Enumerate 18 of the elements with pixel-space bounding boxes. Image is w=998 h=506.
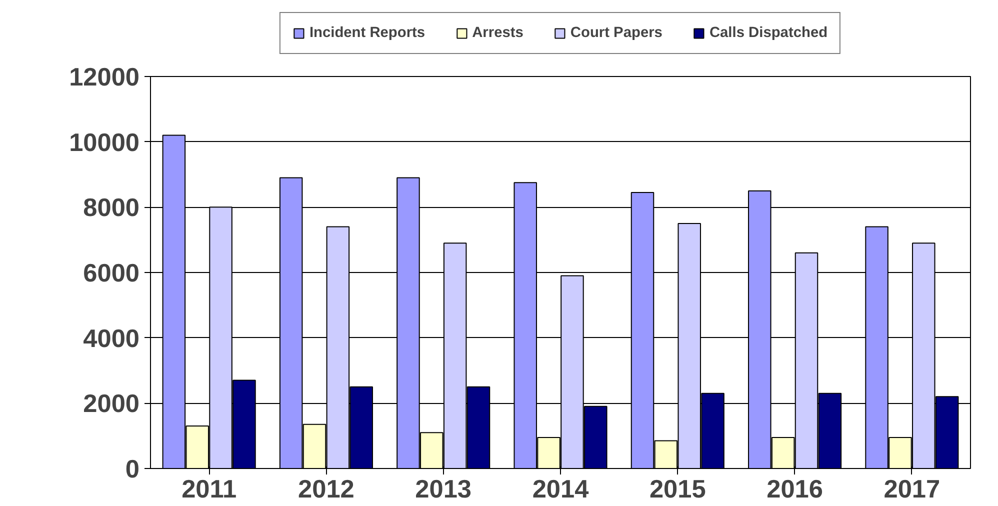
- y-tick-label: 8000: [83, 194, 140, 222]
- x-tick-label: 2017: [884, 476, 940, 504]
- legend-label: Calls Dispatched: [709, 25, 828, 41]
- legend-label: Incident Reports: [309, 25, 426, 41]
- legend-label: Arrests: [472, 25, 524, 41]
- y-tick-label: 2000: [83, 390, 140, 418]
- y-tick-label: 4000: [83, 324, 140, 353]
- y-tick-label: 12000: [69, 64, 140, 92]
- x-tick-label: 2013: [415, 476, 472, 504]
- y-tick-label: 6000: [83, 260, 140, 288]
- y-tick-label: 0: [125, 456, 140, 484]
- x-tick-label: 2014: [532, 476, 589, 504]
- x-tick-label: 2012: [298, 476, 354, 504]
- legend-label: Court Papers: [570, 25, 662, 41]
- y-tick-label: 10000: [69, 128, 140, 157]
- x-tick-label: 2011: [182, 476, 237, 504]
- x-tick-label: 2015: [649, 476, 706, 504]
- x-tick-label: 2016: [766, 476, 823, 504]
